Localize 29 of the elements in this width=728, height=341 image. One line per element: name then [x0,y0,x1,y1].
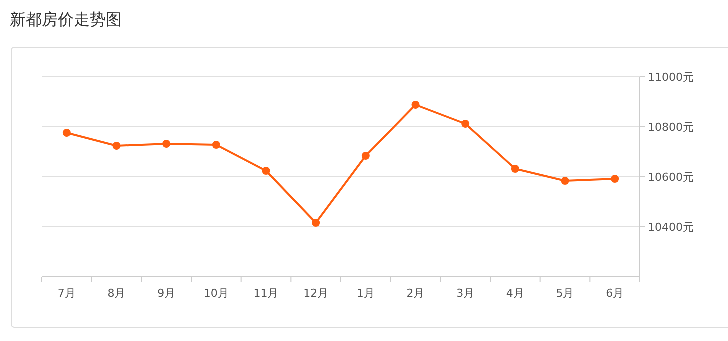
x-tick-label: 2月 [406,287,425,300]
x-tick-label: 3月 [456,287,475,300]
point [212,141,220,149]
chart-title: 新都房价走势图 [10,10,122,29]
x-tick-label: 5月 [556,287,574,300]
x-tick-label: 6月 [606,287,624,300]
x-tick-label: 1月 [356,287,375,300]
point [162,140,171,148]
point [561,177,570,185]
point [362,152,370,160]
point [262,167,270,175]
x-tick-label: 12月 [304,287,329,300]
x-tick-label: 10月 [204,287,229,300]
x-tick-label: 7月 [58,287,76,300]
point [611,175,620,183]
y-tick-label: 10800元 [648,121,694,134]
point [511,165,520,173]
point [112,142,121,150]
x-tick-label: 11月 [254,287,279,300]
x-tick-label: 8月 [108,287,126,300]
x-tick-label: 9月 [158,287,176,300]
point [312,219,320,227]
point [462,120,470,128]
x-tick-label: 4月 [506,287,524,300]
point [62,129,71,137]
point [412,101,420,109]
y-tick-label: 11000元 [648,71,694,84]
y-tick-label: 10400元 [648,221,694,234]
y-tick-label: 10600元 [648,171,694,184]
